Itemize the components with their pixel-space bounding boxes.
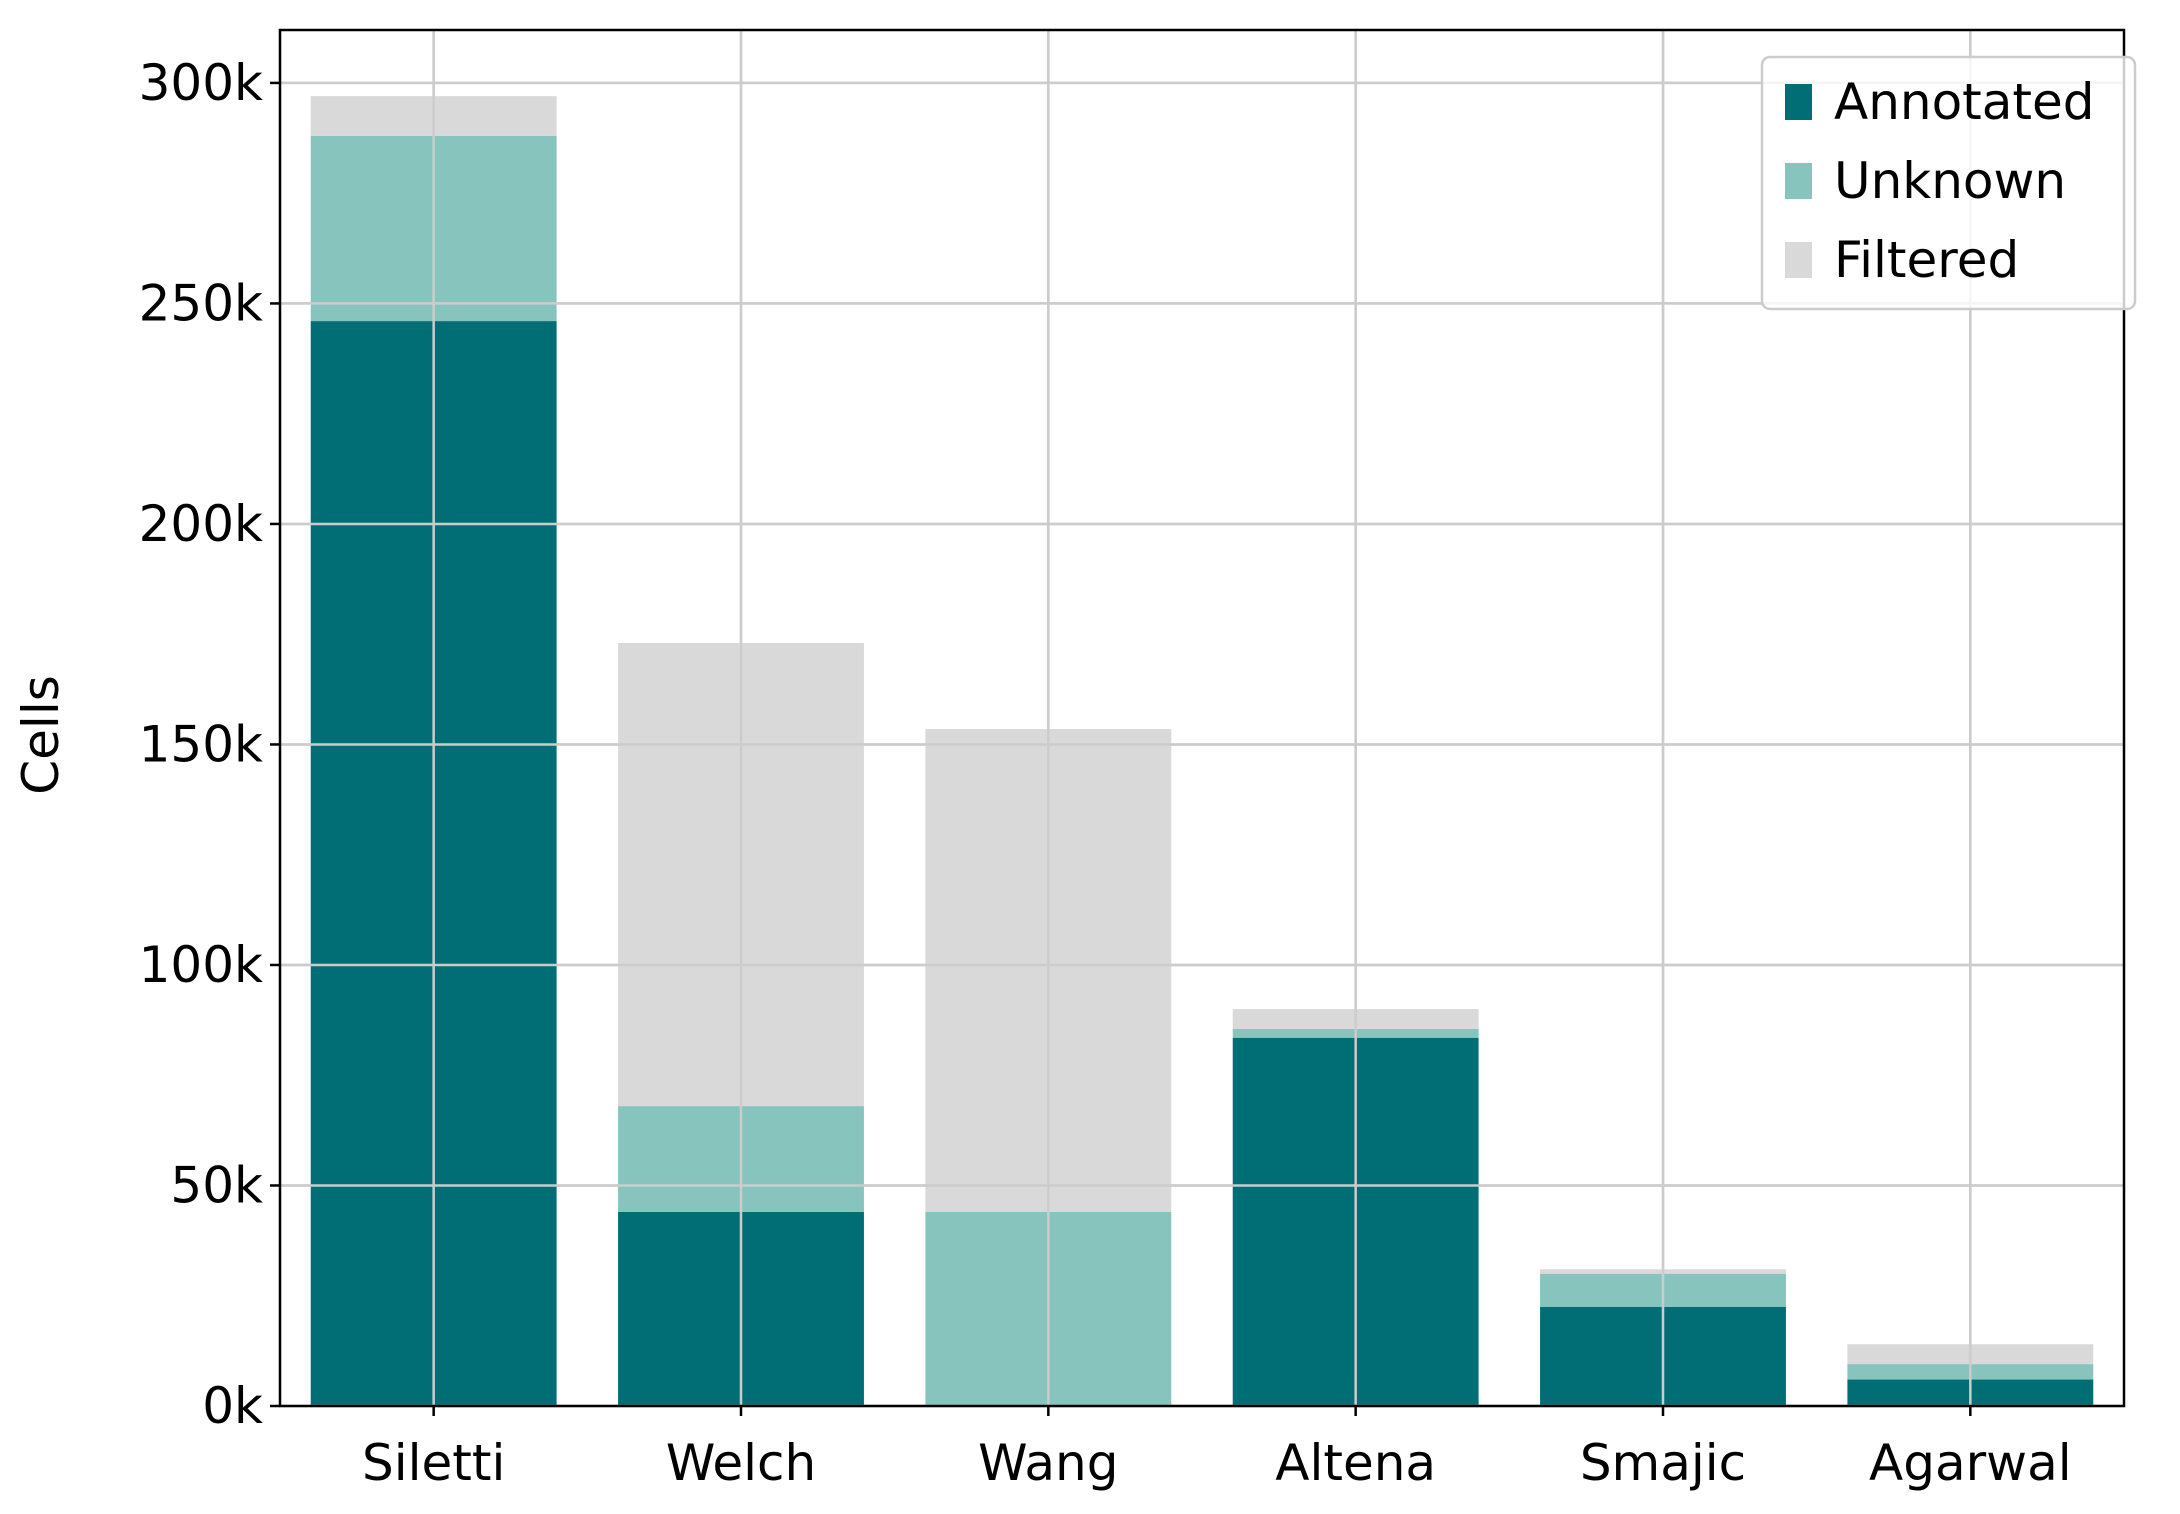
x-tick-label: Welch (666, 1434, 816, 1492)
y-tick-label: 250k (139, 274, 263, 332)
x-tick-label: Altena (1275, 1434, 1436, 1492)
legend-box (1760, 55, 2137, 311)
y-axis-title: Cells (12, 675, 70, 795)
y-tick-label: 50k (170, 1156, 263, 1214)
y-axis-ticks: 0k 50k 100k 150k 200k 250k 300k (139, 54, 280, 1435)
y-tick-label: 0k (202, 1377, 263, 1435)
x-axis-ticks: Siletti Welch Wang Altena Smajic Agarwal (362, 1406, 2072, 1492)
legend-label-unknown: Unknown (1834, 152, 2066, 210)
y-tick-label: 300k (139, 54, 263, 112)
legend-swatch-filtered (1785, 242, 1812, 278)
y-tick-label: 150k (139, 715, 263, 773)
y-tick-label: 200k (139, 495, 263, 553)
legend-swatch-annotated (1785, 84, 1812, 120)
x-tick-label: Agarwal (1869, 1434, 2072, 1492)
legend-items: Annotated Unknown Filtered (1785, 73, 2095, 289)
x-tick-label: Siletti (362, 1434, 505, 1492)
legend-label-filtered: Filtered (1834, 231, 2019, 289)
plot-frame (278, 28, 2126, 1408)
legend: Annotated Unknown Filtered (1760, 55, 2137, 311)
legend-label-annotated: Annotated (1834, 73, 2095, 131)
x-tick-label: Wang (978, 1434, 1118, 1492)
legend-swatch-unknown (1785, 163, 1812, 199)
y-tick-label: 100k (139, 936, 263, 994)
x-tick-label: Smajic (1580, 1434, 1746, 1492)
